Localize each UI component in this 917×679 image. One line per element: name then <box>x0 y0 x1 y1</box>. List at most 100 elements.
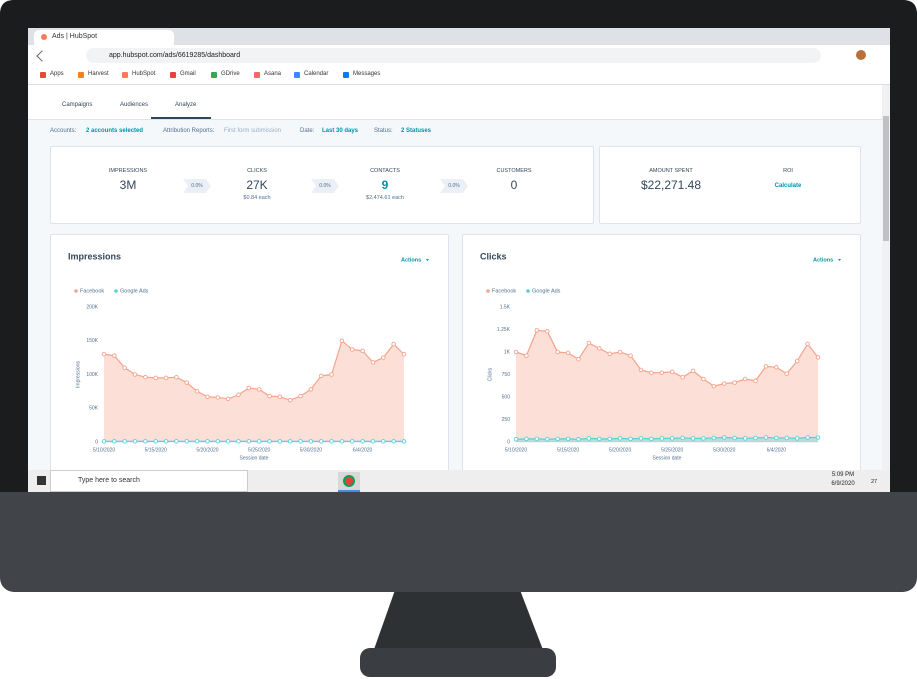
point <box>153 375 158 381</box>
kpi-value: 0 <box>510 178 518 192</box>
point <box>597 436 602 442</box>
filter-label: Attribution Reports: <box>163 128 215 134</box>
bookmark[interactable]: HubSpot <box>132 71 156 77</box>
search-box[interactable] <box>50 470 248 492</box>
point <box>350 439 355 444</box>
active-tab-underline <box>151 117 211 119</box>
nav-tab-active[interactable]: Analyze <box>175 102 197 108</box>
point <box>267 439 272 444</box>
point <box>805 435 810 440</box>
filter-value[interactable]: First form submission <box>224 128 282 134</box>
point <box>774 435 779 441</box>
x-axis-title: Session date <box>240 455 269 461</box>
y-tick-label: 100K <box>86 372 98 378</box>
point <box>638 436 644 441</box>
bookmark[interactable]: Gmail <box>180 71 196 77</box>
point <box>753 435 758 441</box>
bookmark[interactable]: Asana <box>264 71 282 77</box>
y-tick-label: 1.5K <box>500 304 511 310</box>
point <box>112 439 117 444</box>
point <box>205 439 210 444</box>
point <box>381 355 386 360</box>
point <box>586 436 592 441</box>
point <box>256 439 262 444</box>
point <box>753 378 758 384</box>
point <box>669 436 675 441</box>
point <box>669 369 675 375</box>
browser-tab[interactable] <box>34 30 174 45</box>
kpi-label: IMPRESSIONS <box>108 168 148 174</box>
point <box>555 436 560 442</box>
kpi-sub: $2,474.61 each <box>366 195 404 201</box>
scrollbar-thumb[interactable] <box>883 116 889 241</box>
filter-value[interactable]: 2 Statuses <box>401 128 432 134</box>
x-tick-label: 5/20/2020 <box>609 447 631 453</box>
point <box>298 439 303 444</box>
point <box>308 387 314 392</box>
point <box>649 370 654 375</box>
point <box>236 392 241 398</box>
point <box>101 352 107 357</box>
legend-swatch <box>486 289 490 293</box>
point <box>205 394 210 400</box>
address-bar[interactable] <box>86 48 821 63</box>
point <box>722 435 727 440</box>
roi-link[interactable]: Calculate <box>774 183 802 189</box>
charts: Impressions Actions Facebook Google Ads 0 50K… <box>68 251 841 461</box>
x-tick-label: 5/15/2020 <box>145 447 167 453</box>
legend-swatch <box>526 289 530 293</box>
point <box>565 350 571 356</box>
bookmark[interactable]: Calendar <box>304 71 329 77</box>
start-button[interactable] <box>37 476 46 485</box>
point <box>784 435 790 441</box>
point <box>649 436 654 442</box>
kpi-value[interactable]: 9 <box>381 178 389 192</box>
point <box>815 435 821 440</box>
point <box>544 329 550 334</box>
point <box>267 393 272 399</box>
filter-value[interactable]: 2 accounts selected <box>86 128 144 134</box>
bookmark[interactable]: GDrive <box>221 71 240 77</box>
profile-avatar[interactable] <box>856 50 866 60</box>
point <box>617 349 623 355</box>
point <box>339 338 345 344</box>
chart-menu: Actions <box>401 257 421 263</box>
chart-card <box>462 234 861 486</box>
nav-bar <box>28 85 882 120</box>
x-tick-label: 6/4/2020 <box>767 447 787 453</box>
point <box>597 346 602 351</box>
legend-label: Google Ads <box>532 288 561 294</box>
bookmark[interactable]: Apps <box>50 71 64 77</box>
point <box>370 360 376 365</box>
nav-tab[interactable]: Campaigns <box>62 102 93 108</box>
x-tick-label: 5/30/2020 <box>300 447 322 453</box>
filter-value[interactable]: Last 30 days <box>322 128 359 134</box>
y-axis-title: Impressions <box>75 361 81 388</box>
point <box>184 439 190 444</box>
kpi-value: $22,271.48 <box>640 178 702 192</box>
nav-tab[interactable]: Audiences <box>120 102 149 108</box>
x-tick-label: 5/30/2020 <box>713 447 735 453</box>
point <box>391 341 396 347</box>
point <box>370 439 376 444</box>
point <box>794 436 800 441</box>
point <box>701 376 706 382</box>
bookmark-icon <box>122 72 128 78</box>
notification-count[interactable]: 27 <box>871 479 878 485</box>
conversion-rate: 0.0% <box>440 179 468 193</box>
point <box>215 395 221 400</box>
point <box>194 389 200 394</box>
y-tick-label: 200K <box>86 304 98 310</box>
point <box>742 376 748 382</box>
bookmark[interactable]: Messages <box>353 71 381 77</box>
point <box>628 353 633 358</box>
point <box>763 435 769 440</box>
point <box>794 358 800 364</box>
point <box>711 435 717 441</box>
bookmark-icon <box>343 72 349 78</box>
bookmark[interactable]: Harvest <box>88 71 109 77</box>
monitor-neck <box>372 590 545 655</box>
point <box>659 436 665 441</box>
point <box>576 356 581 362</box>
